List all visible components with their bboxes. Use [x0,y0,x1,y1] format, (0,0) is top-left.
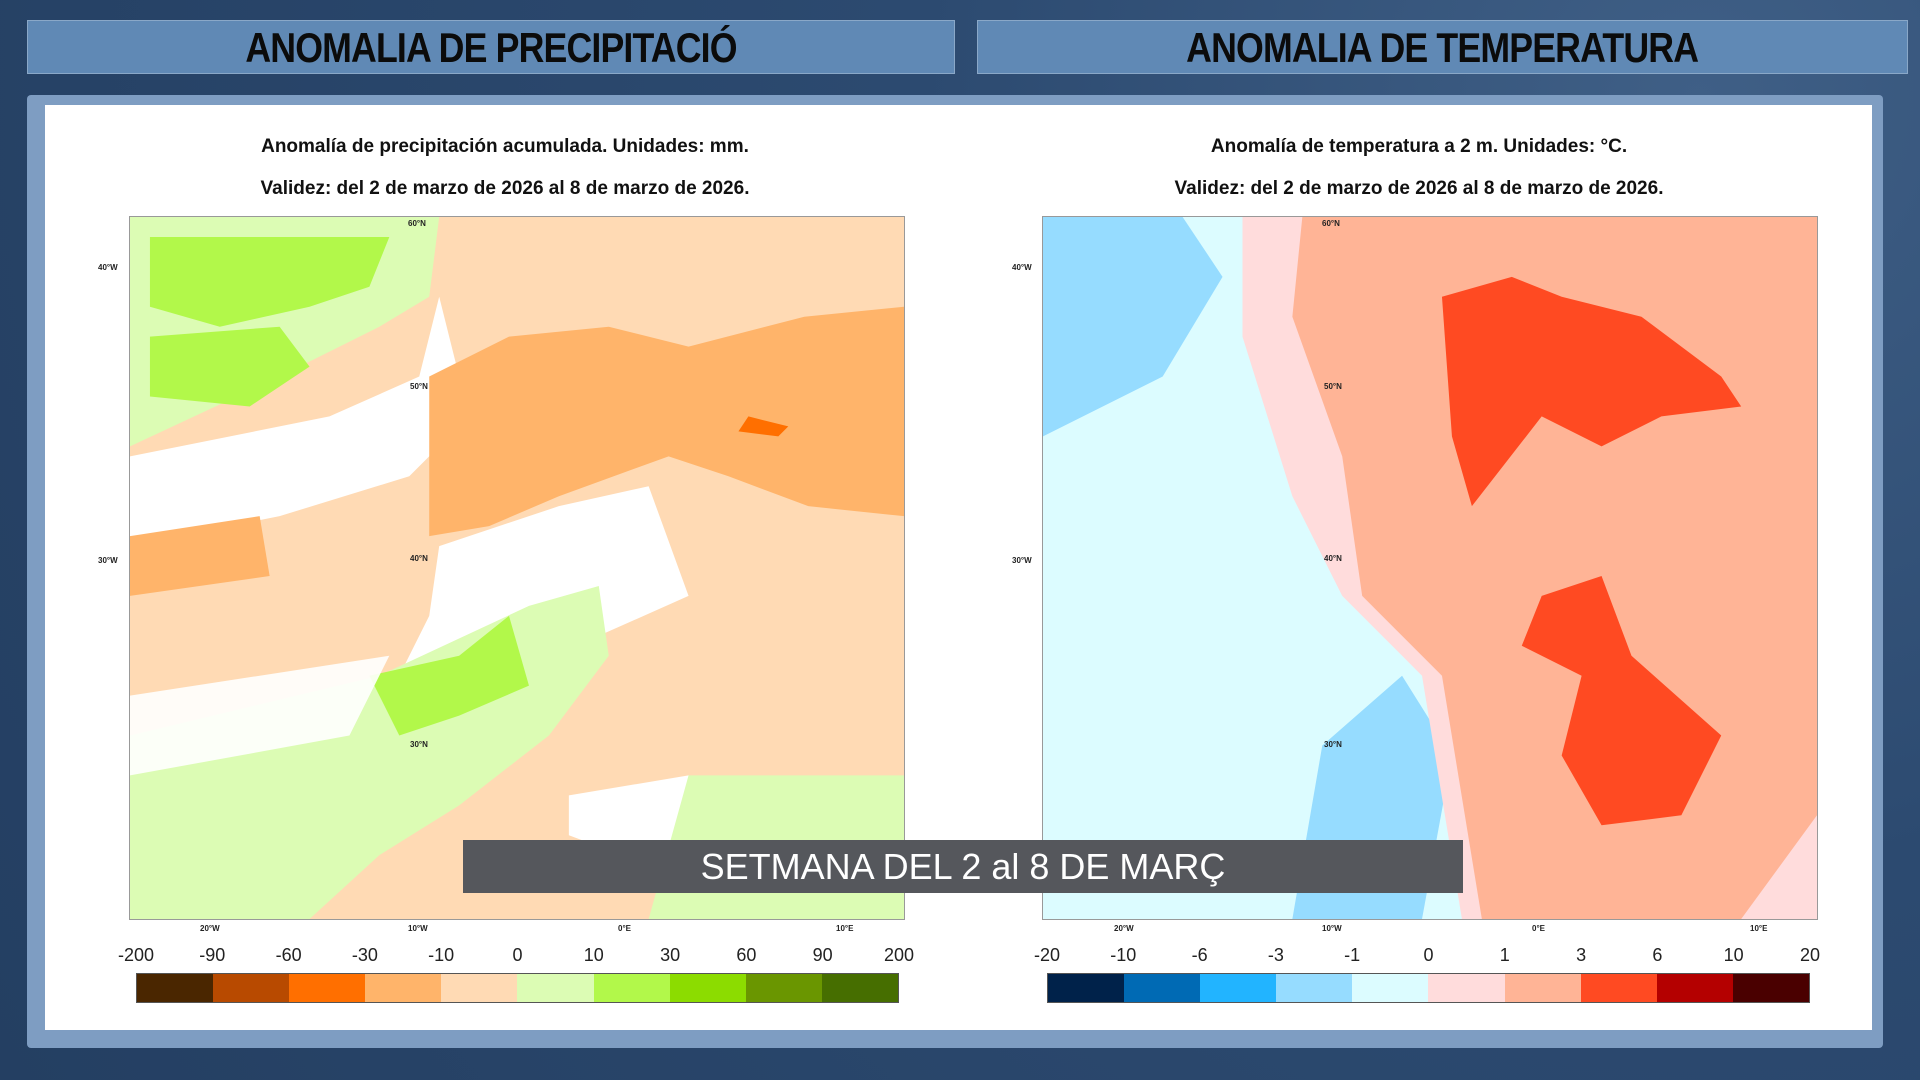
legend-swatch [745,974,822,1002]
legend-label: 30 [660,945,681,965]
legend-swatch [1048,974,1125,1002]
temp-colorbar [1047,973,1810,1003]
legend-label: 20 [1799,945,1821,965]
axis-label: 30°N [1324,740,1342,749]
legend-label: 10 [1723,945,1744,965]
axis-label: 20°W [200,924,220,933]
legend-swatch [1732,974,1809,1002]
legend-label: -6 [1191,945,1208,965]
legend-swatch [1200,974,1277,1002]
legend-label: 3 [1576,945,1587,965]
precip-title: Anomalía de precipitación acumulada. Uni… [261,136,749,157]
axis-label: 0°E [618,924,631,933]
axis-label: 50°N [410,382,428,391]
axis-label: 60°N [408,219,426,228]
legend-swatch [365,974,442,1002]
precip-colorbar [136,973,899,1003]
legend-swatch [289,974,366,1002]
legend-label: -60 [275,945,302,965]
axis-label: 0°E [1532,924,1545,933]
axis-label: 40°N [410,554,428,563]
legend-swatch [441,974,518,1002]
legend-label: 0 [1423,945,1434,965]
legend-label: 90 [812,945,833,965]
axis-label: 10°E [836,924,854,933]
legend-label: 60 [736,945,757,965]
legend-swatch [821,974,898,1002]
legend-swatch [137,974,214,1002]
legend-swatch [1352,974,1429,1002]
legend-label: 0 [512,945,523,965]
temp-map [1042,216,1818,920]
legend-swatch [213,974,290,1002]
axis-label: 40°W [98,263,118,272]
legend-label: -1 [1344,945,1361,965]
axis-label: 40°W [1012,263,1032,272]
axis-label: 20°W [1114,924,1134,933]
axis-label: 30°W [1012,556,1032,565]
legend-label: 6 [1652,945,1663,965]
legend-label: -10 [1110,945,1137,965]
legend-label: -10 [428,945,455,965]
precip-legend-labels: -200 -90 -60 -30 -10 0 10 30 60 90 200 [118,945,914,969]
temp-header: ANOMALIA DE TEMPERATURA [977,20,1908,74]
legend-label: 200 [883,945,915,965]
legend-swatch [593,974,670,1002]
axis-label: 60°N [1322,219,1340,228]
axis-label: 10°E [1750,924,1768,933]
temp-validity: Validez: del 2 de marzo de 2026 al 8 de … [1174,178,1664,199]
legend-label: -90 [199,945,226,965]
precip-validity: Validez: del 2 de marzo de 2026 al 8 de … [260,178,750,199]
axis-label: 30°N [410,740,428,749]
axis-label: 40°N [1324,554,1342,563]
axis-label: 10°W [408,924,428,933]
legend-label: -3 [1267,945,1284,965]
legend-swatch [1504,974,1581,1002]
temp-title: Anomalía de temperatura a 2 m. Unidades:… [1210,136,1628,157]
week-banner: SETMANA DEL 2 al 8 DE MARÇ [463,840,1463,893]
legend-label: -200 [117,945,155,965]
legend-label: -20 [1033,945,1061,965]
legend-swatch [1656,974,1733,1002]
axis-label: 30°W [98,556,118,565]
legend-swatch [669,974,746,1002]
axis-label: 10°W [1322,924,1342,933]
legend-label: 10 [583,945,604,965]
legend-swatch [517,974,594,1002]
precip-header-text: ANOMALIA DE PRECIPITACIÓ [245,24,737,71]
temp-header-text: ANOMALIA DE TEMPERATURA [1186,24,1700,71]
precip-header: ANOMALIA DE PRECIPITACIÓ [27,20,955,74]
axis-label: 50°N [1324,382,1342,391]
legend-swatch [1124,974,1201,1002]
legend-label: -30 [351,945,378,965]
legend-swatch [1276,974,1353,1002]
legend-label: 1 [1499,945,1510,965]
legend-swatch [1580,974,1657,1002]
temp-legend-labels: -20 -10 -6 -3 -1 0 1 3 6 10 20 [1034,945,1820,969]
legend-swatch [1428,974,1505,1002]
precip-map [129,216,905,920]
